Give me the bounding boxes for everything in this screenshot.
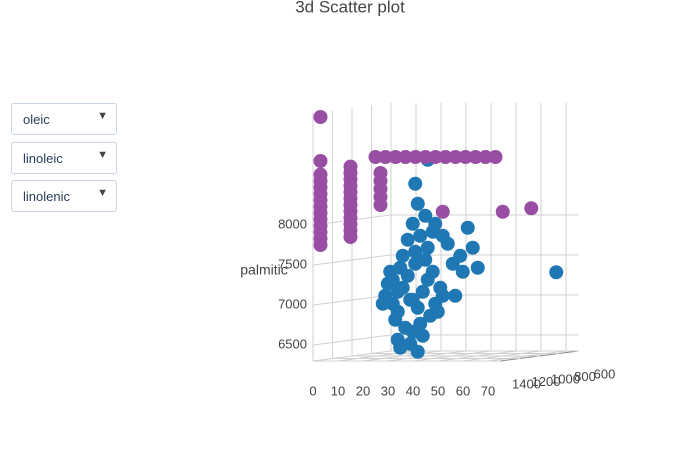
dropdown-label: linolenic (23, 189, 70, 204)
dropdown[interactable]: oleic ▼ (11, 103, 117, 135)
dropdown-label: oleic (23, 112, 50, 127)
point (495, 204, 510, 219)
dropdown-arrow: ▼ (97, 149, 108, 161)
point (385, 272, 400, 287)
point (408, 244, 423, 259)
point (458, 150, 473, 164)
grid-line (312, 254, 392, 266)
point (313, 110, 328, 124)
point (410, 196, 425, 211)
dropdown-arrow: ▼ (97, 187, 108, 199)
point (343, 159, 358, 174)
point (395, 248, 410, 263)
point (453, 248, 468, 263)
point (400, 268, 415, 283)
z-axis-title: palmitic (240, 262, 287, 278)
x-tick-label: 20 (356, 383, 370, 398)
point (470, 260, 485, 275)
point (478, 150, 493, 164)
dropdown[interactable]: linoleic ▼ (11, 142, 117, 174)
z-tick-label: 6500 (278, 336, 307, 351)
point (435, 228, 450, 243)
x-tick-label: 10 (331, 383, 345, 398)
point (448, 150, 463, 164)
chart-title: 3d Scatter plot (295, 0, 405, 16)
point (430, 304, 445, 319)
point (373, 166, 388, 180)
dropdown-label: linoleic (23, 151, 63, 166)
point (393, 340, 408, 355)
point (313, 154, 328, 168)
point (415, 328, 430, 343)
y-tick-label: 800 (574, 369, 596, 384)
grid-line (312, 334, 392, 346)
point (388, 150, 403, 164)
point (375, 296, 390, 311)
point (433, 280, 448, 295)
dropdown[interactable]: linolenic ▼ (11, 180, 117, 212)
x-tick-label: 40 (406, 383, 420, 398)
y-tick-label: 1000 (551, 371, 580, 386)
point (455, 264, 470, 279)
grid-line (312, 294, 392, 306)
point (413, 228, 428, 243)
y-tick-label: 600 (594, 366, 616, 381)
x-tick-label: 50 (431, 383, 445, 398)
z-tick-label: 7500 (278, 256, 307, 271)
point (448, 288, 463, 303)
point (524, 201, 539, 216)
point (408, 150, 423, 164)
x-tick-label: 60 (456, 383, 470, 398)
point (460, 220, 475, 235)
point (415, 284, 430, 299)
point (388, 312, 403, 327)
point (368, 150, 383, 164)
point (435, 204, 450, 219)
point (313, 167, 328, 182)
x-tick-label: 70 (481, 383, 495, 398)
point (438, 150, 453, 164)
point (410, 344, 425, 359)
point (378, 150, 393, 164)
point (425, 264, 440, 279)
z-tick-label: 7000 (278, 296, 307, 311)
point (400, 232, 415, 247)
point (413, 316, 428, 331)
point (549, 265, 564, 280)
point (398, 150, 413, 164)
point (418, 208, 433, 223)
point (428, 150, 443, 164)
point (390, 284, 405, 299)
point (418, 150, 433, 164)
point (405, 292, 420, 307)
x-tick-label: 0 (309, 383, 316, 398)
dropdown-arrow: ▼ (97, 110, 108, 122)
point (418, 252, 433, 267)
y-tick-label: 1200 (532, 374, 561, 389)
point (405, 216, 420, 231)
z-tick-label: 8000 (278, 216, 307, 231)
y-tick-label: 1400 (512, 376, 541, 391)
point (428, 216, 443, 231)
x-tick-label: 30 (381, 383, 395, 398)
point (465, 240, 480, 255)
point (488, 150, 503, 164)
point (468, 150, 483, 164)
point (420, 240, 435, 255)
point (408, 176, 423, 191)
